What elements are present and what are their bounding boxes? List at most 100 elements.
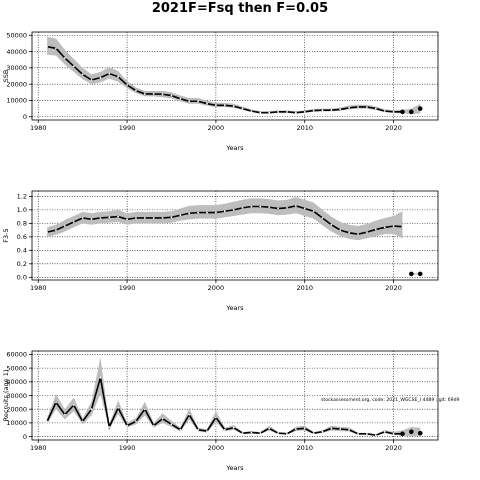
rec-point-1995 xyxy=(170,423,173,426)
rec-point-1982 xyxy=(55,401,57,404)
rec-point-2015 xyxy=(348,428,351,431)
f-point-2016 xyxy=(357,233,359,236)
f-point-1991 xyxy=(135,217,137,219)
f-forecast-point-2022 xyxy=(409,271,414,277)
ssb-forecast-point-2021 xyxy=(400,109,405,115)
rec-ytick-label-2: 20000 xyxy=(6,405,27,413)
ssb-point-2002 xyxy=(232,105,235,108)
rec-point-2006 xyxy=(268,427,271,430)
ssb-point-2015 xyxy=(348,106,351,109)
f-point-1982 xyxy=(55,229,57,232)
f-point-2015 xyxy=(348,231,351,234)
ssb-forecast-point-2023 xyxy=(417,106,423,111)
f-ytick-label-5: 1.0 xyxy=(17,206,27,214)
rec-point-2007 xyxy=(277,432,279,435)
f-point-1998 xyxy=(197,211,200,214)
f-point-1994 xyxy=(161,217,164,219)
ssb-xtick-label-1990: 1990 xyxy=(119,124,136,132)
ssb-point-1989 xyxy=(117,75,120,78)
f-ytick-label-4: 0.8 xyxy=(17,220,27,228)
ssb-xtick-label-1980: 1980 xyxy=(30,124,47,132)
rec-xtick-label-2010: 2010 xyxy=(296,444,313,452)
f-point-2013 xyxy=(330,223,333,226)
f-ytick-label-0: 0.0 xyxy=(17,274,27,282)
ssb-point-1997 xyxy=(188,100,191,103)
rec-point-2000 xyxy=(214,416,217,419)
ssb-point-1995 xyxy=(170,94,173,97)
f-point-1984 xyxy=(72,221,75,223)
f-point-1992 xyxy=(143,217,146,219)
ssb-point-2016 xyxy=(357,106,359,108)
ssb-point-1983 xyxy=(63,57,66,59)
f-xtick-label-2010: 2010 xyxy=(296,284,313,292)
rec-forecast-point-2023 xyxy=(417,430,423,436)
rec-point-2011 xyxy=(312,432,315,435)
f-ytick-label-2: 0.4 xyxy=(17,247,27,255)
rec-ytick-label-6: 60000 xyxy=(6,351,27,359)
f-point-2021 xyxy=(401,225,404,228)
rec-point-2010 xyxy=(303,427,306,430)
rec-point-2012 xyxy=(321,430,324,433)
f-point-2008 xyxy=(286,206,288,209)
f-point-1996 xyxy=(179,214,182,217)
f-point-2006 xyxy=(268,206,271,209)
rec-forecast-point-2022 xyxy=(409,429,414,435)
rec-point-2008 xyxy=(286,432,288,435)
stockassessment-note: stockassessment.org, code: 2021_WGCSE_I … xyxy=(321,397,459,403)
ssb-ytick-label-4: 40000 xyxy=(6,48,27,56)
rec-xlabel: Years xyxy=(225,464,244,472)
rec-point-1985 xyxy=(81,420,84,423)
rec-point-2001 xyxy=(223,428,226,431)
ssb-point-1998 xyxy=(197,100,200,103)
f-ylabel: F3-5 xyxy=(2,228,10,242)
rec-point-1998 xyxy=(197,428,200,431)
rec-point-2004 xyxy=(250,431,253,434)
f-xtick-label-2020: 2020 xyxy=(385,284,402,292)
ssb-point-1993 xyxy=(152,93,155,95)
ssb-panel: 1980 1990 2000 2010 2020 0 10000 20000 30000 4000… xyxy=(2,32,439,152)
ssb-point-2003 xyxy=(241,107,244,110)
f-forecast-point-2023 xyxy=(417,271,423,277)
rec-point-1989 xyxy=(117,406,120,409)
rec-point-2005 xyxy=(259,432,262,435)
ssb-point-1985 xyxy=(81,73,84,76)
f-point-2010 xyxy=(303,207,306,210)
f-point-1985 xyxy=(81,217,84,219)
rec-xtick-label-1980: 1980 xyxy=(30,444,47,452)
rec-forecast-point-2021 xyxy=(400,431,405,437)
rec-ytick-label-4: 40000 xyxy=(6,378,27,386)
ssb-point-2010 xyxy=(303,110,306,113)
ssb-point-1999 xyxy=(206,102,208,105)
f-xtick-label-2000: 2000 xyxy=(208,284,225,292)
rec-ytick-label-1: 10000 xyxy=(6,419,27,427)
rec-ytick-label-0: 0 xyxy=(23,433,27,441)
ssb-point-1984 xyxy=(72,65,75,68)
ssb-point-2006 xyxy=(268,111,271,114)
ssb-point-2001 xyxy=(223,104,226,107)
ssb-point-1987 xyxy=(99,76,102,79)
f-point-1981 xyxy=(46,231,49,234)
ssb-ytick-label-5: 50000 xyxy=(6,32,27,40)
ssb-point-2007 xyxy=(277,110,279,113)
f-point-2005 xyxy=(259,205,262,208)
ssb-point-2018 xyxy=(374,107,377,110)
rec-point-1992 xyxy=(143,408,146,411)
rec-confidence-band xyxy=(47,357,403,436)
f-point-1987 xyxy=(99,217,102,219)
ssb-point-2020 xyxy=(392,110,395,113)
rec-point-1996 xyxy=(179,428,182,431)
f-xtick-label-1990: 1990 xyxy=(119,284,136,292)
ssb-point-2005 xyxy=(259,111,262,114)
f-point-1999 xyxy=(206,211,208,214)
rec-point-2009 xyxy=(294,428,297,430)
rec-point-2020 xyxy=(392,432,395,435)
f-point-1993 xyxy=(152,217,155,219)
f-point-2020 xyxy=(392,225,395,227)
rec-ylabel: Recruits (age 1) xyxy=(2,370,10,422)
rec-point-2014 xyxy=(339,428,342,430)
f-point-2011 xyxy=(312,210,315,213)
f-point-2009 xyxy=(294,204,297,207)
rec-ytick-label-3: 30000 xyxy=(6,392,27,400)
rec-xtick-label-1990: 1990 xyxy=(119,444,136,452)
rec-point-1986 xyxy=(90,408,93,411)
